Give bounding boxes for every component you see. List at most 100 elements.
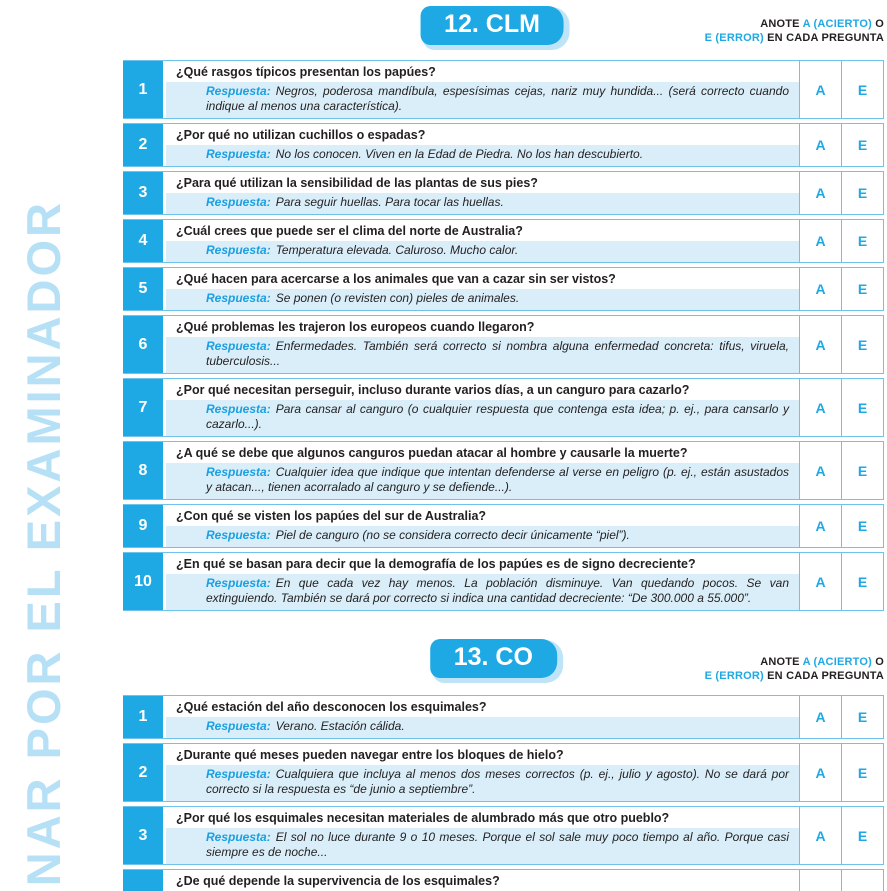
answer-body: El sol no luce durante 9 o 10 meses. Por…	[206, 830, 789, 859]
question-text: ¿A qué se debe que algunos canguros pued…	[166, 442, 799, 463]
question-number: 3	[123, 807, 163, 864]
answer-body: Verano. Estación cálida.	[275, 719, 405, 733]
question-text: ¿Por qué no utilizan cuchillos o espadas…	[166, 124, 799, 145]
question-answer-block: ¿Qué estación del año desconocen los esq…	[166, 696, 799, 738]
answer-body: Para seguir huellas. Para tocar las huel…	[275, 195, 504, 209]
answer-text: Respuesta: Piel de canguro (no se conside…	[166, 526, 799, 547]
question-row: 5 ¿Qué hacen para acercarse a los animal…	[123, 267, 884, 311]
acierto-cell[interactable]: A	[799, 172, 841, 214]
question-row: 9 ¿Con qué se visten los papúes del sur …	[123, 504, 884, 548]
section-co: 13. CO ANOTE A (ACIERTO) O E (ERROR) EN …	[123, 633, 884, 891]
scoring-note-line2: E (ERROR) EN CADA PREGUNTA	[705, 669, 884, 683]
error-cell[interactable]: E	[841, 744, 883, 801]
note-text: ANOTE	[760, 18, 803, 30]
respuesta-label: Respuesta:	[206, 576, 271, 590]
error-cell[interactable]: E	[841, 124, 883, 166]
answer-body: Piel de canguro (no se considera correct…	[275, 528, 630, 542]
question-answer-block: ¿Durante qué meses pueden navegar entre …	[166, 744, 799, 801]
scoring-note: ANOTE A (ACIERTO) O E (ERROR) EN CADA PR…	[705, 17, 884, 45]
answer-body: Cualquier idea que indique que intentan …	[206, 465, 789, 494]
error-cell[interactable]: E	[841, 870, 883, 891]
question-row: 4 ¿Cuál crees que puede ser el clima del…	[123, 219, 884, 263]
question-answer-block: ¿Para qué utilizan la sensibilidad de la…	[166, 172, 799, 214]
respuesta-label: Respuesta:	[206, 528, 271, 542]
respuesta-label: Respuesta:	[206, 402, 271, 416]
question-answer-block: ¿Qué problemas les trajeron los europeos…	[166, 316, 799, 373]
section-header: 13. CO ANOTE A (ACIERTO) O E (ERROR) EN …	[123, 633, 884, 695]
respuesta-label: Respuesta:	[206, 291, 271, 305]
error-cell[interactable]: E	[841, 220, 883, 262]
error-cell[interactable]: E	[841, 61, 883, 118]
answer-text: Respuesta: Temperatura elevada. Caluroso.…	[166, 241, 799, 262]
question-answer-block: ¿En qué se basan para decir que la demog…	[166, 553, 799, 610]
acierto-cell[interactable]: A	[799, 124, 841, 166]
answer-text: Respuesta: Negros, poderosa mandíbula, es…	[166, 82, 799, 118]
error-cell[interactable]: E	[841, 807, 883, 864]
acierto-cell[interactable]: A	[799, 744, 841, 801]
acierto-cell[interactable]: A	[799, 553, 841, 610]
respuesta-label: Respuesta:	[206, 195, 271, 209]
error-cell[interactable]: E	[841, 696, 883, 738]
question-answer-block: ¿Qué hacen para acercarse a los animales…	[166, 268, 799, 310]
question-row: 1 ¿Qué rasgos típicos presentan los papú…	[123, 60, 884, 119]
note-error: E (ERROR)	[704, 32, 764, 44]
question-text: ¿En qué se basan para decir que la demog…	[166, 553, 799, 574]
question-number: 10	[123, 553, 163, 610]
question-text: ¿Durante qué meses pueden navegar entre …	[166, 744, 799, 765]
question-answer-block: ¿Por qué no utilizan cuchillos o espadas…	[166, 124, 799, 166]
answer-body: Cualquiera que incluya al menos dos mese…	[206, 767, 789, 796]
acierto-cell[interactable]: A	[799, 696, 841, 738]
error-cell[interactable]: E	[841, 172, 883, 214]
question-number: 7	[123, 379, 163, 436]
error-cell[interactable]: E	[841, 379, 883, 436]
acierto-cell[interactable]: A	[799, 316, 841, 373]
question-row: 1 ¿Qué estación del año desconocen los e…	[123, 695, 884, 739]
note-text: O	[871, 18, 884, 30]
acierto-cell[interactable]: A	[799, 379, 841, 436]
scoring-note: ANOTE A (ACIERTO) O E (ERROR) EN CADA PR…	[705, 655, 884, 683]
respuesta-label: Respuesta:	[206, 830, 271, 844]
question-row: 6 ¿Qué problemas les trajeron los europe…	[123, 315, 884, 374]
note-text: EN CADA PREGUNTA	[763, 32, 884, 44]
error-cell[interactable]: E	[841, 442, 883, 499]
answer-text: Respuesta: No los conocen. Viven en la Ed…	[166, 145, 799, 166]
error-cell[interactable]: E	[841, 268, 883, 310]
respuesta-label: Respuesta:	[206, 719, 271, 733]
question-row: 2 ¿Durante qué meses pueden navegar entr…	[123, 743, 884, 802]
answer-body: Negros, poderosa mandíbula, espesísimas …	[206, 84, 789, 113]
respuesta-label: Respuesta:	[206, 84, 271, 98]
acierto-cell[interactable]: A	[799, 268, 841, 310]
question-number: 4	[123, 870, 163, 891]
note-text: O	[871, 656, 884, 668]
question-number: 3	[123, 172, 163, 214]
answer-body: Temperatura elevada. Caluroso. Mucho cal…	[275, 243, 519, 257]
question-row: 4 ¿De qué depende la supervivencia de lo…	[123, 869, 884, 891]
acierto-cell[interactable]: A	[799, 220, 841, 262]
acierto-cell[interactable]: A	[799, 61, 841, 118]
question-row: 3 ¿Por qué los esquimales necesitan mate…	[123, 806, 884, 865]
acierto-cell[interactable]: A	[799, 505, 841, 547]
question-row: 8 ¿A qué se debe que algunos canguros pu…	[123, 441, 884, 500]
question-row: 10 ¿En qué se basan para decir que la de…	[123, 552, 884, 611]
error-cell[interactable]: E	[841, 316, 883, 373]
respuesta-label: Respuesta:	[206, 147, 271, 161]
question-answer-block: ¿A qué se debe que algunos canguros pued…	[166, 442, 799, 499]
question-number: 2	[123, 744, 163, 801]
question-number: 4	[123, 220, 163, 262]
acierto-cell[interactable]: A	[799, 870, 841, 891]
page-content: 12. CLM ANOTE A (ACIERTO) O E (ERROR) EN…	[123, 0, 884, 891]
error-cell[interactable]: E	[841, 553, 883, 610]
respuesta-label: Respuesta:	[206, 339, 271, 353]
question-number: 2	[123, 124, 163, 166]
scoring-note-line2: E (ERROR) EN CADA PREGUNTA	[705, 31, 884, 45]
acierto-cell[interactable]: A	[799, 807, 841, 864]
question-text: ¿Por qué los esquimales necesitan materi…	[166, 807, 799, 828]
acierto-cell[interactable]: A	[799, 442, 841, 499]
scoring-note-line1: ANOTE A (ACIERTO) O	[705, 17, 884, 31]
respuesta-label: Respuesta:	[206, 243, 271, 257]
error-cell[interactable]: E	[841, 505, 883, 547]
answer-body: Para cansar al canguro (o cualquier resp…	[206, 402, 789, 431]
answer-body: No los conocen. Viven en la Edad de Pied…	[275, 147, 644, 161]
answer-body: En que cada vez hay menos. La población …	[206, 576, 789, 605]
